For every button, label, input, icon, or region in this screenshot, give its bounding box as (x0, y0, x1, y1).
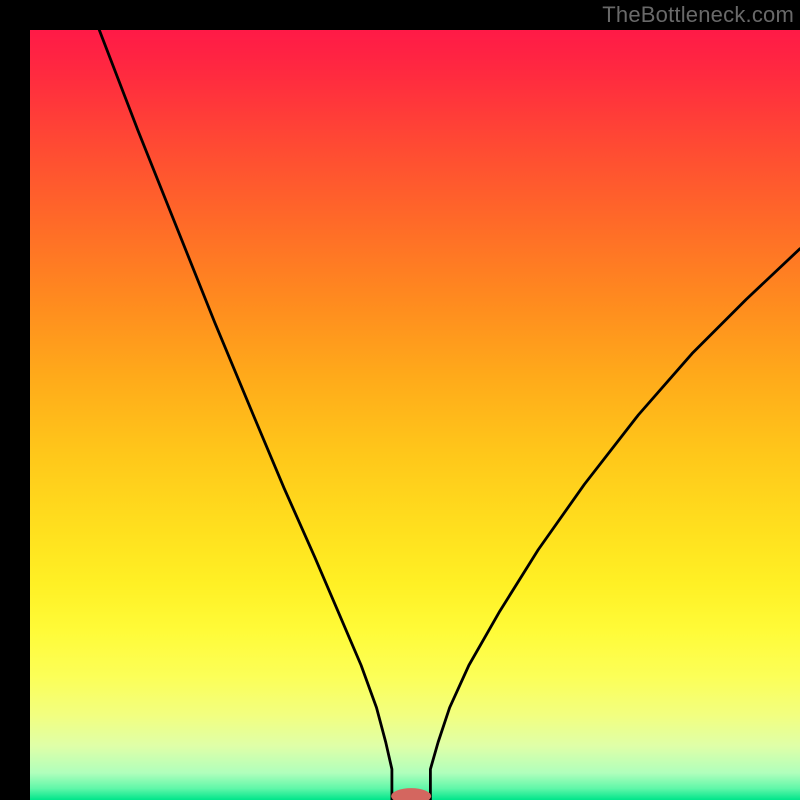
chart-container: TheBottleneck.com (0, 0, 800, 800)
plot-background (30, 30, 800, 800)
attribution-label: TheBottleneck.com (602, 2, 794, 28)
bottleneck-curve-chart (0, 0, 800, 800)
